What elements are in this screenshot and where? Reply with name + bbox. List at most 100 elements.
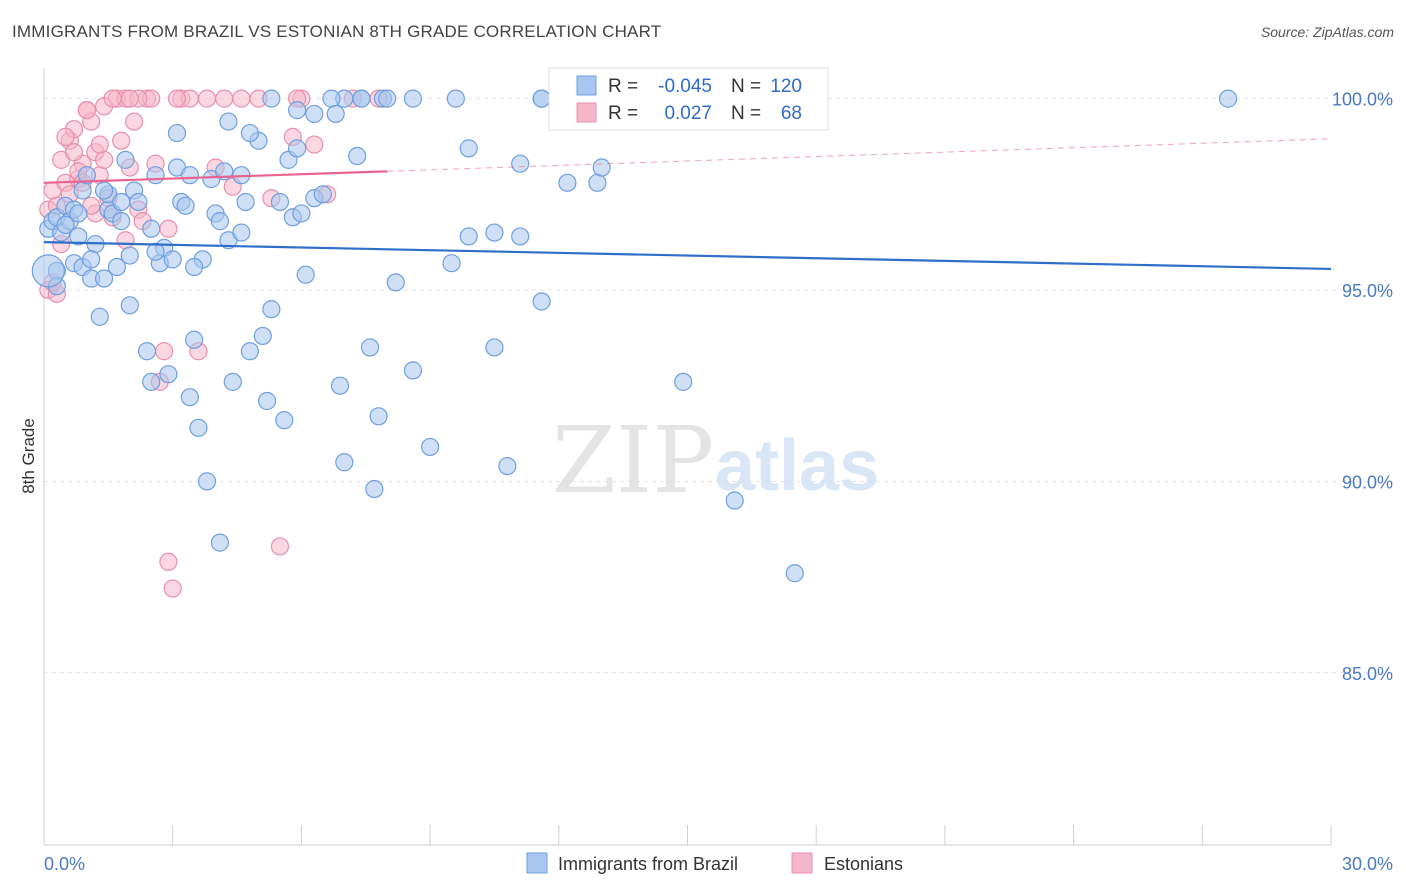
legend-label-brazil[interactable]: Immigrants from Brazil xyxy=(558,854,738,874)
trend-line-estonians xyxy=(43,170,388,184)
estonians-point-65 xyxy=(90,135,109,154)
brazil-point-29 xyxy=(159,365,178,384)
y-tick-label-90: 90.0% xyxy=(1342,472,1393,492)
brazil-point-48 xyxy=(253,326,272,346)
legend-swatch-estonians[interactable] xyxy=(791,852,813,874)
brazil-point-34 xyxy=(185,330,204,349)
brazil-point-108 xyxy=(446,89,465,108)
trend-lines xyxy=(43,138,1332,271)
brazil-point-14 xyxy=(90,307,109,326)
brazil-point-77 xyxy=(725,491,744,510)
brazil-point-73 xyxy=(511,227,530,246)
estonians-point-61 xyxy=(56,127,75,146)
brazil-point-91 xyxy=(532,89,551,108)
y-tick-label-100: 100.0% xyxy=(1332,90,1393,110)
stats-n-value-blue: 120 xyxy=(770,76,802,97)
estonians-point-58 xyxy=(232,89,251,108)
brazil-point-119 xyxy=(163,250,182,269)
estonians-point-32 xyxy=(197,89,217,108)
brazil-point-24 xyxy=(137,342,157,361)
brazil-point-115 xyxy=(56,215,75,235)
brazil-point-114 xyxy=(232,223,251,242)
brazil-point-62 xyxy=(348,146,367,166)
x-tick-label-min: 0.0% xyxy=(44,854,85,874)
brazil-point-60 xyxy=(330,376,350,395)
stats-r-value-pink: 0.027 xyxy=(664,103,712,124)
brazil-point-51 xyxy=(270,192,290,212)
brazil-point-26 xyxy=(146,166,165,185)
brazil-point-15 xyxy=(94,269,114,288)
brazil-point-32 xyxy=(176,196,195,215)
estonians-point-26 xyxy=(155,342,174,361)
y-tick-labels: 85.0% 90.0% 95.0% 100.0% xyxy=(1332,90,1393,684)
legend-label-estonians[interactable]: Estonians xyxy=(824,854,903,874)
y-axis-label: 8th Grade xyxy=(19,418,38,494)
brazil-point-21 xyxy=(120,246,139,265)
brazil-point-23 xyxy=(129,192,148,212)
brazil-point-96 xyxy=(511,154,530,173)
brazil-point-72 xyxy=(498,456,517,476)
watermark-zip: ZIP xyxy=(552,407,714,514)
brazil-point-99 xyxy=(240,123,260,143)
series-estonians xyxy=(39,89,388,598)
brazil-point-20 xyxy=(116,150,135,169)
brazil-point-56 xyxy=(292,204,311,223)
brazil-point-110 xyxy=(288,101,307,120)
brazil-point-79 xyxy=(1218,89,1238,108)
brazil-point-98 xyxy=(167,123,187,143)
brazil-point-57 xyxy=(296,265,315,284)
brazil-point-92 xyxy=(558,173,577,192)
brazil-point-105 xyxy=(352,89,371,108)
brazil-point-82 xyxy=(210,533,229,552)
estonians-point-28 xyxy=(163,579,182,598)
brazil-point-74 xyxy=(532,292,551,311)
brazil-point-40 xyxy=(210,212,229,231)
brazil-point-33 xyxy=(180,388,199,407)
brazil-point-112 xyxy=(142,219,161,238)
estonians-point-17 xyxy=(112,131,131,150)
brazil-point-50 xyxy=(262,300,281,319)
stats-legend-blue-swatch xyxy=(576,75,597,96)
gridlines xyxy=(44,98,1392,674)
stats-r-label-pink: R = xyxy=(608,103,638,124)
legend-swatch-brazil[interactable] xyxy=(526,852,548,874)
brazil-point-94 xyxy=(485,223,504,242)
brazil-point-45 xyxy=(236,192,255,212)
estonians-point-13 xyxy=(94,150,114,169)
brazil-point-78 xyxy=(785,564,804,583)
brazil-point-95 xyxy=(592,158,611,177)
estonians-point-34 xyxy=(215,89,234,108)
chart-title: IMMIGRANTS FROM BRAZIL VS ESTONIAN 8TH G… xyxy=(12,22,662,41)
brazil-point-102 xyxy=(112,192,131,212)
brazil-point-90 xyxy=(326,104,345,124)
brazil-point-76 xyxy=(674,372,693,391)
x-tick-label-max: 30.0% xyxy=(1342,854,1393,874)
brazil-point-49 xyxy=(257,391,277,411)
brazil-point-88 xyxy=(322,89,341,108)
trend-line-brazil xyxy=(43,241,1332,271)
brazil-point-70 xyxy=(459,227,478,246)
brazil-point-43 xyxy=(223,372,242,391)
estonians-point-53 xyxy=(103,89,122,108)
brazil-point-61 xyxy=(335,453,354,472)
bottom-legend: Immigrants from Brazil Estonians xyxy=(526,852,903,874)
brazil-point-25 xyxy=(142,372,161,391)
estonians-point-62 xyxy=(64,143,84,162)
estonians-point-67 xyxy=(159,219,178,238)
brazil-point-64 xyxy=(365,479,384,499)
brazil-point-89 xyxy=(262,89,281,108)
brazil-point-71 xyxy=(485,338,504,357)
brazil-point-19 xyxy=(112,212,131,231)
series-immigrants-from-brazil xyxy=(31,89,1238,583)
brazil-point-7 xyxy=(69,227,88,246)
estonians-point-57 xyxy=(167,89,187,108)
brazil-point-117 xyxy=(120,296,139,315)
stats-legend-pink-swatch xyxy=(576,102,597,123)
brazil-point-113 xyxy=(185,257,204,277)
estonians-point-38 xyxy=(270,537,290,556)
estonians-point-41 xyxy=(305,135,324,154)
source-label: Source: ZipAtlas.com xyxy=(1260,24,1394,40)
brazil-point-104 xyxy=(305,104,324,124)
estonians-point-20 xyxy=(124,112,144,131)
